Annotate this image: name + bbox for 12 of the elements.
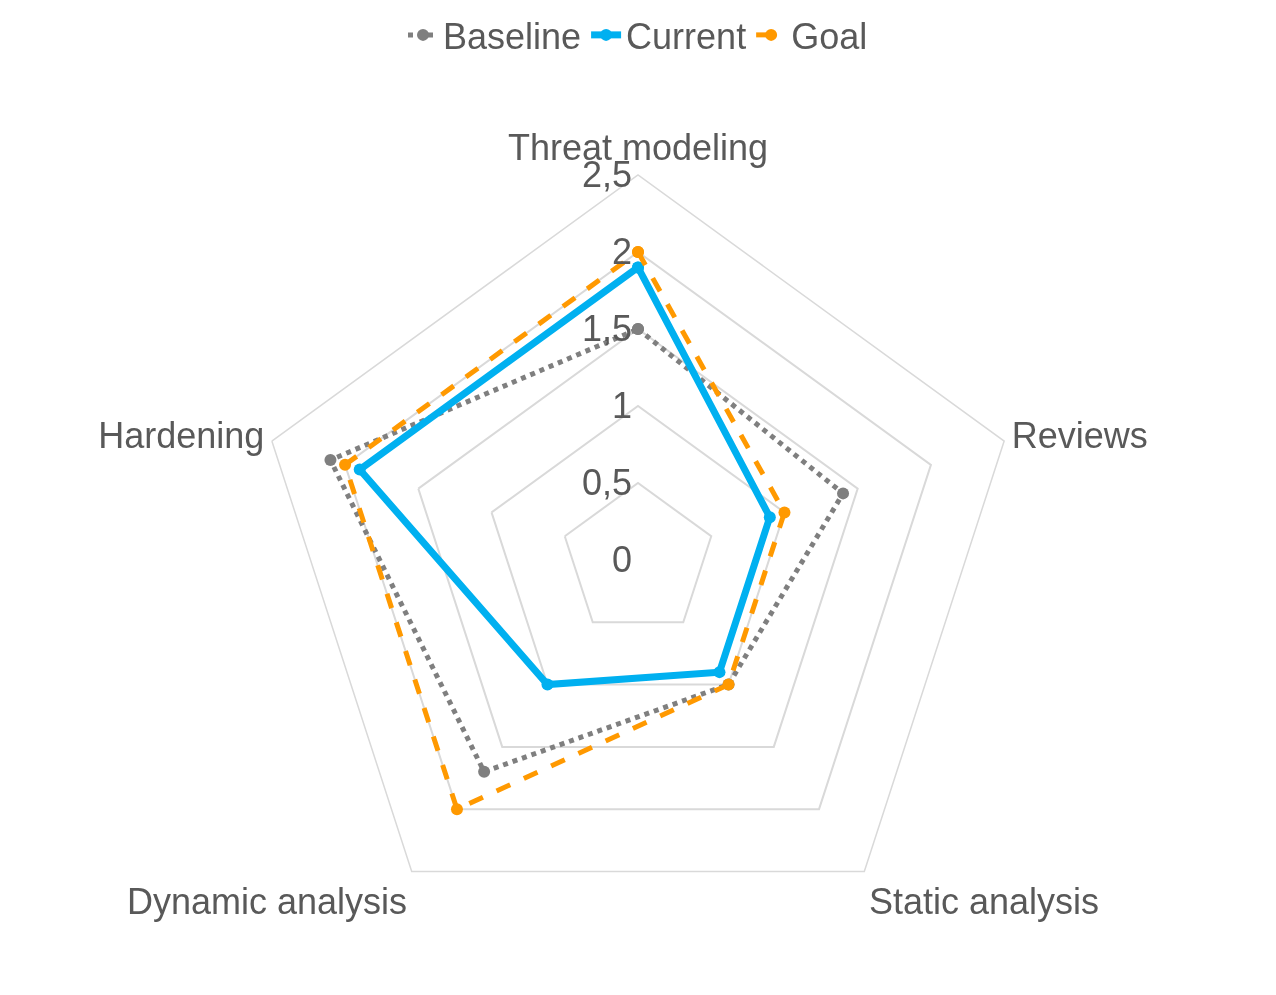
legend-label: Current — [626, 15, 747, 57]
y-tick-label: 1,5 — [582, 307, 633, 349]
spoke-label: Static analysis — [868, 881, 1100, 923]
legend-label: Goal — [791, 15, 868, 57]
legend-label: Baseline — [443, 15, 582, 57]
y-tick-label: 0 — [612, 538, 633, 580]
y-tick-label: 2 — [612, 230, 633, 272]
spoke-label: Hardening — [98, 415, 265, 457]
y-tick-label: 0,5 — [582, 461, 633, 503]
y-tick-label: 1 — [612, 384, 633, 426]
spoke-label: Dynamic analysis — [126, 881, 408, 923]
spoke-label: Reviews — [1011, 415, 1148, 457]
